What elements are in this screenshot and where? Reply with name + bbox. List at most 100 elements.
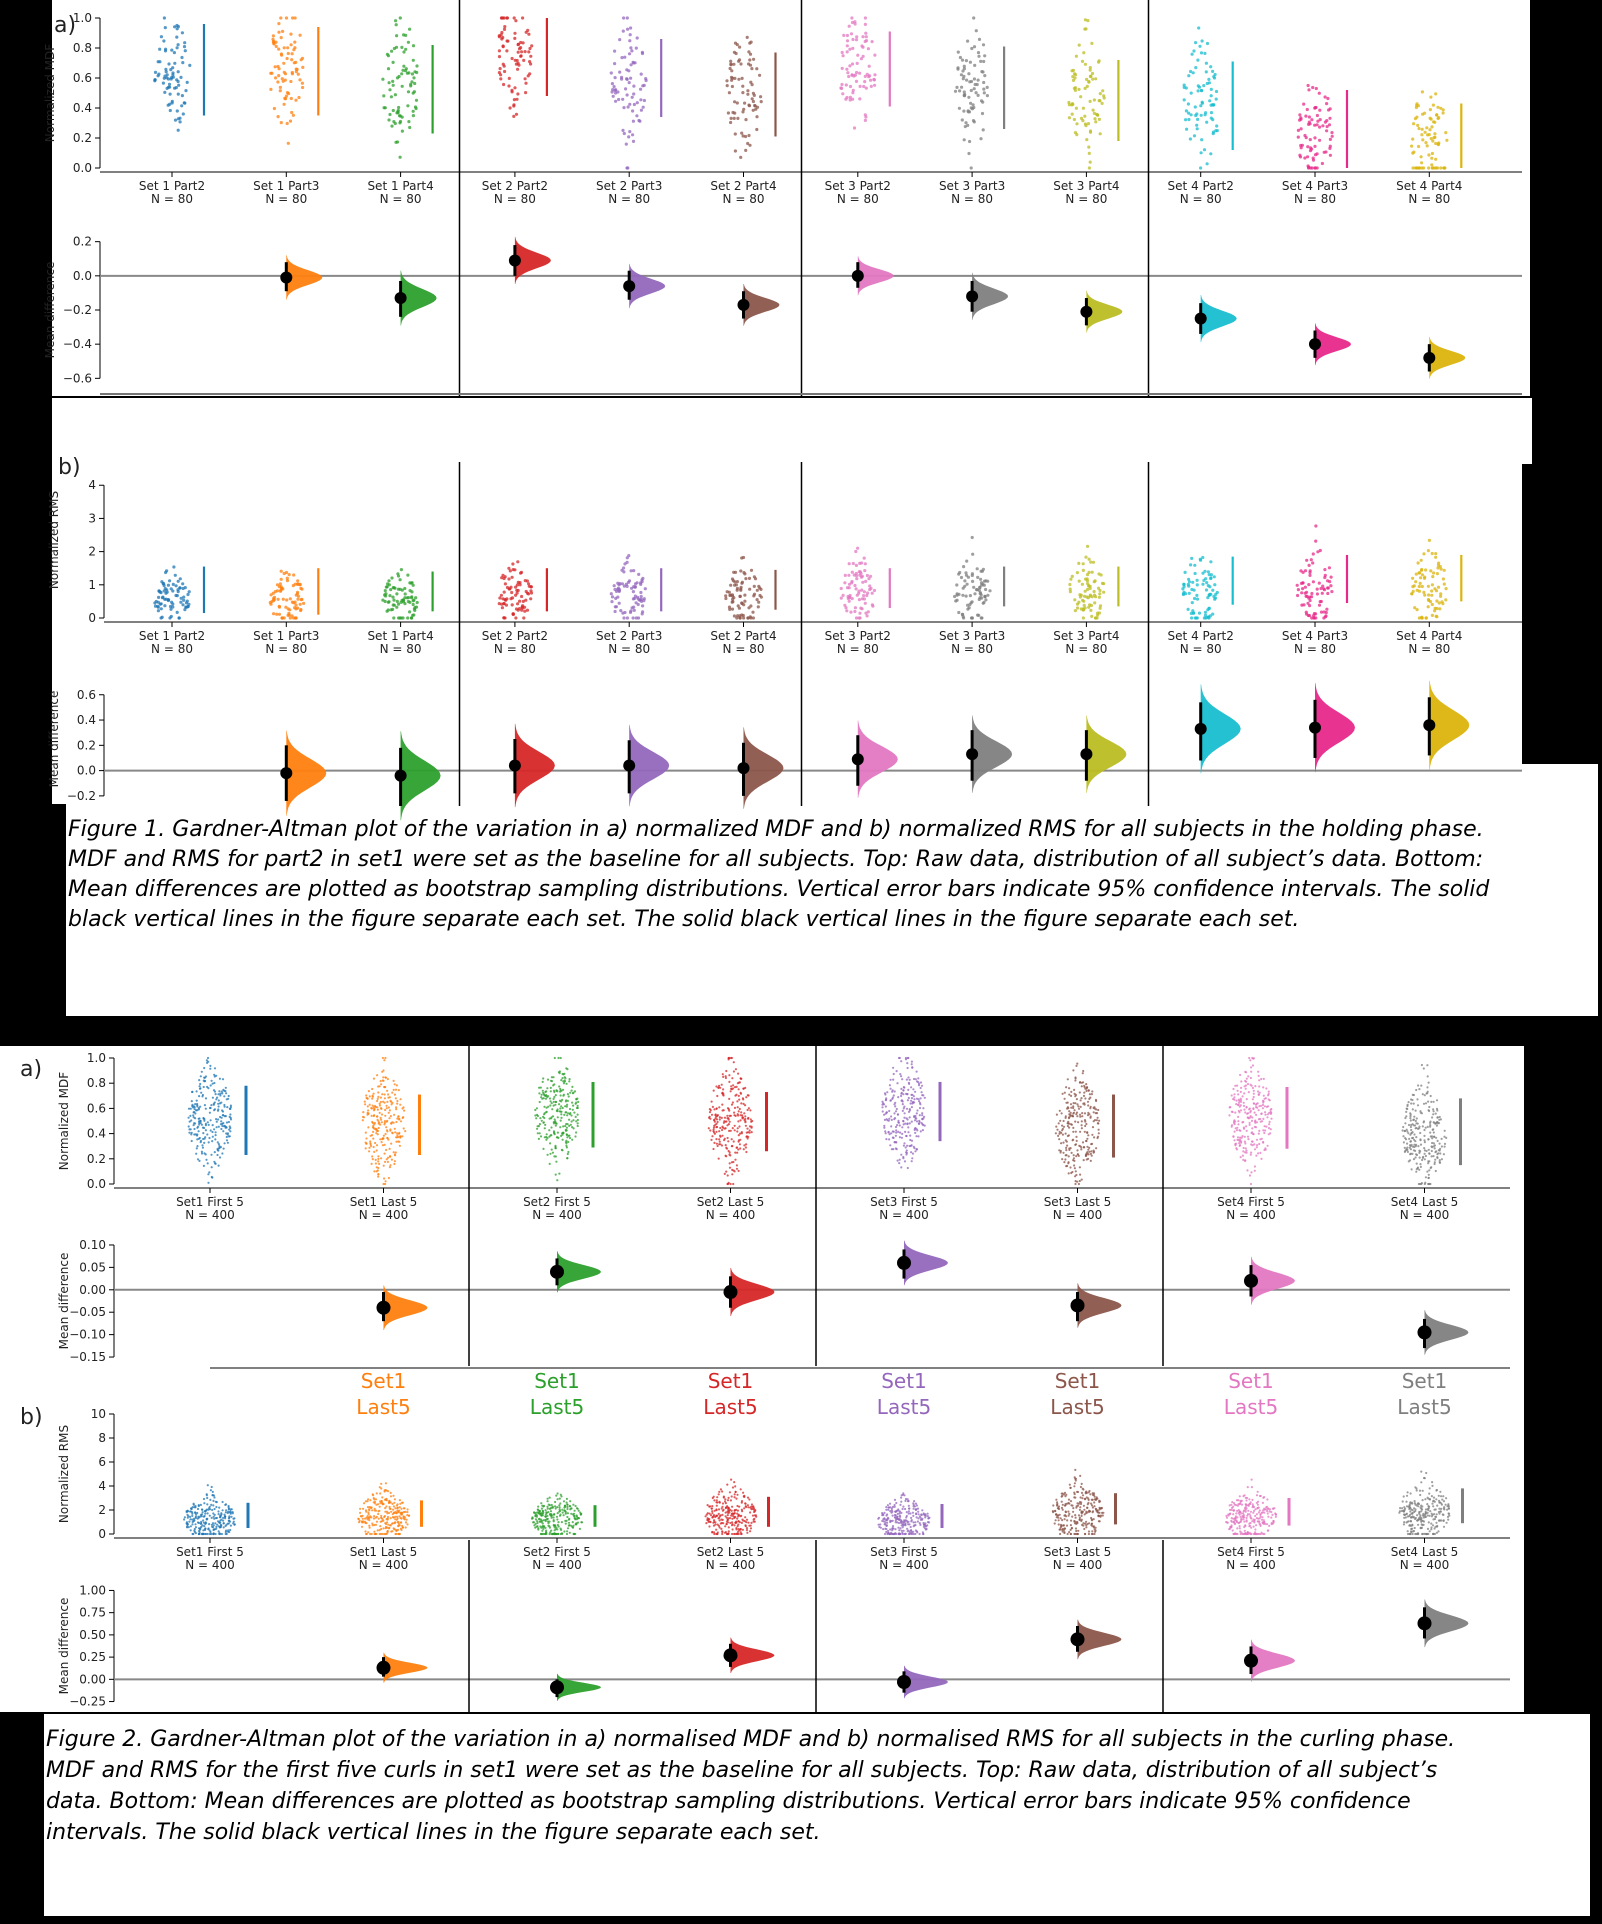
category-label: Set 1 Part3 — [253, 629, 319, 643]
data-point — [380, 1108, 382, 1110]
data-point — [733, 584, 736, 587]
data-point — [207, 1533, 209, 1535]
data-point — [210, 1504, 212, 1506]
data-point — [1255, 1126, 1257, 1128]
data-point — [640, 73, 643, 76]
data-point — [1406, 1108, 1408, 1110]
data-point — [1300, 127, 1303, 130]
data-point — [390, 1492, 392, 1494]
data-point — [1092, 561, 1095, 564]
data-point — [180, 56, 183, 59]
data-point — [393, 1528, 395, 1530]
y-axis-label: Normalized MDF — [43, 44, 57, 142]
data-point — [295, 68, 298, 71]
data-point — [370, 1107, 372, 1109]
data-point — [1072, 1115, 1074, 1117]
data-point — [1091, 595, 1094, 598]
data-point — [843, 581, 846, 584]
data-point — [714, 1133, 716, 1135]
data-point — [288, 608, 291, 611]
data-point — [299, 583, 302, 586]
y-tick-label: 2 — [88, 545, 96, 559]
data-point — [1059, 1120, 1061, 1122]
data-point — [209, 1499, 211, 1501]
data-point — [207, 1087, 209, 1089]
data-point — [714, 1124, 716, 1126]
data-point — [566, 1068, 568, 1070]
data-point — [200, 1504, 202, 1506]
data-point — [1098, 1129, 1100, 1131]
data-point — [1326, 97, 1329, 100]
data-point — [1063, 1126, 1065, 1128]
data-point — [1089, 161, 1092, 164]
data-point — [739, 569, 742, 572]
data-point — [224, 1142, 226, 1144]
data-point — [1415, 1120, 1417, 1122]
data-point — [1325, 129, 1328, 132]
data-point — [868, 588, 871, 591]
data-point — [213, 1496, 215, 1498]
data-point — [530, 44, 533, 47]
data-point — [212, 1097, 214, 1099]
data-point — [283, 97, 286, 100]
data-point — [1246, 1169, 1248, 1171]
data-point — [397, 106, 400, 109]
data-point — [387, 608, 390, 611]
fig1-caption-line-1: Figure 1. Gardner-Altman plot of the var… — [68, 817, 1484, 842]
data-point — [749, 64, 752, 67]
data-point — [203, 1127, 205, 1129]
data-point — [734, 1095, 736, 1097]
data-point — [1083, 1092, 1085, 1094]
data-point — [558, 1173, 560, 1175]
data-point — [1200, 114, 1203, 117]
data-point — [301, 66, 304, 69]
data-point — [577, 1107, 579, 1109]
data-point — [184, 1516, 186, 1518]
data-point — [1237, 1093, 1239, 1095]
category-label: Set 1 Part4 — [367, 629, 433, 643]
data-point — [981, 101, 984, 104]
data-point — [222, 1130, 224, 1132]
data-point — [1093, 601, 1096, 604]
data-point — [740, 1111, 742, 1113]
data-point — [713, 1129, 715, 1131]
data-point — [164, 68, 167, 71]
data-point — [381, 1093, 383, 1095]
data-point — [382, 1076, 384, 1078]
data-point — [1318, 126, 1321, 129]
data-point — [229, 1125, 231, 1127]
data-point — [1418, 571, 1421, 574]
data-point — [292, 114, 295, 117]
data-point — [393, 1089, 395, 1091]
data-point — [370, 1507, 372, 1509]
data-point — [1206, 42, 1209, 45]
data-point — [841, 92, 844, 95]
data-point — [885, 1105, 887, 1107]
data-point — [1415, 102, 1418, 105]
data-point — [632, 61, 635, 64]
data-point — [218, 1532, 220, 1534]
data-point — [1316, 592, 1319, 595]
data-point — [189, 1510, 191, 1512]
data-point — [392, 1495, 394, 1497]
data-point — [1431, 603, 1434, 606]
data-point — [1090, 1106, 1092, 1108]
data-point — [499, 73, 502, 76]
data-point — [214, 1067, 216, 1069]
data-point — [1413, 1116, 1415, 1118]
data-point — [396, 76, 399, 79]
data-point — [218, 1525, 220, 1527]
data-point — [962, 587, 965, 590]
data-point — [920, 1087, 922, 1089]
data-point — [500, 603, 503, 606]
data-point — [1082, 562, 1085, 565]
data-point — [369, 1515, 371, 1517]
data-point — [1302, 571, 1305, 574]
data-point — [280, 54, 283, 57]
data-point — [1257, 1102, 1259, 1104]
data-point — [201, 1509, 203, 1511]
data-point — [728, 1154, 730, 1156]
mean-difference-point — [1309, 338, 1321, 350]
data-point — [212, 1533, 214, 1535]
data-point — [413, 607, 416, 610]
